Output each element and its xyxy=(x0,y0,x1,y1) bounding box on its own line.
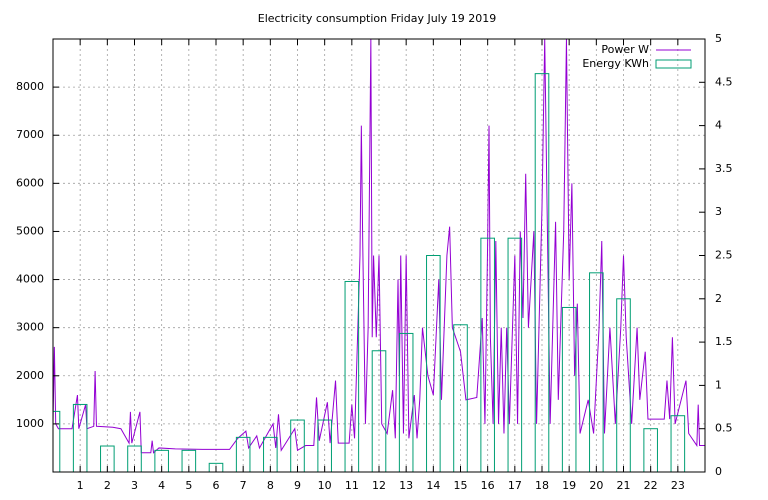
bar xyxy=(290,419,305,472)
bar xyxy=(480,237,495,472)
x-tick-label: 10 xyxy=(318,479,332,492)
y-tick-label: 1000 xyxy=(16,417,44,430)
x-tick-label: 1 xyxy=(77,479,84,492)
x-tick-label: 13 xyxy=(399,479,413,492)
x-tick-label: 17 xyxy=(508,479,522,492)
x-tick-label: 4 xyxy=(158,479,165,492)
bar xyxy=(181,449,197,472)
bar xyxy=(371,350,387,472)
bar xyxy=(398,332,414,472)
x-tick-label: 16 xyxy=(481,479,495,492)
bar xyxy=(317,419,332,472)
x-tick-label: 2 xyxy=(104,479,111,492)
y-tick-label: 8000 xyxy=(16,80,44,93)
x-tick-label: 21 xyxy=(617,479,631,492)
power-line xyxy=(53,39,705,454)
legend-label: Energy KWh xyxy=(582,57,649,70)
y2-tick-label: 1.5 xyxy=(715,335,733,348)
chart-title: Electricity consumption Friday July 19 2… xyxy=(258,12,496,25)
y2-tick-label: 4 xyxy=(715,119,722,132)
x-tick-label: 19 xyxy=(562,479,576,492)
x-tick-label: 5 xyxy=(185,479,192,492)
legend-label: Power W xyxy=(601,43,649,56)
y2-tick-label: 2 xyxy=(715,292,722,305)
axes: 1 2 3 4 5 6 7 8 9 10 11 12 13 14 15 16 17 18 19 20 21 22 23100… xyxy=(16,32,733,492)
y2-tick-label: 0.5 xyxy=(715,422,733,435)
plot-area xyxy=(53,39,705,472)
y2-tick-label: 3.5 xyxy=(715,162,733,175)
y2-tick-label: 2.5 xyxy=(715,249,733,262)
x-tick-label: 9 xyxy=(294,479,301,492)
bar xyxy=(507,237,523,472)
x-tick-label: 14 xyxy=(426,479,440,492)
x-tick-label: 12 xyxy=(372,479,386,492)
y2-tick-label: 5 xyxy=(715,32,722,45)
y2-tick-label: 1 xyxy=(715,378,722,391)
x-tick-label: 7 xyxy=(240,479,247,492)
y-tick-label: 5000 xyxy=(16,224,44,237)
bar xyxy=(426,255,441,472)
y-tick-label: 6000 xyxy=(16,176,44,189)
x-tick-label: 23 xyxy=(671,479,685,492)
legend-key xyxy=(655,59,692,69)
x-tick-label: 15 xyxy=(454,479,468,492)
x-tick-label: 3 xyxy=(131,479,138,492)
y2-tick-label: 3 xyxy=(715,205,722,218)
bar xyxy=(589,272,604,472)
bar xyxy=(344,280,360,472)
x-tick-label: 11 xyxy=(345,479,359,492)
bar xyxy=(53,410,61,472)
y2-tick-label: 0 xyxy=(715,465,722,478)
y-tick-label: 3000 xyxy=(16,321,44,334)
bar xyxy=(154,449,169,472)
y2-tick-label: 4.5 xyxy=(715,75,733,88)
x-tick-label: 6 xyxy=(213,479,220,492)
x-tick-label: 20 xyxy=(589,479,603,492)
x-tick-label: 22 xyxy=(644,479,658,492)
x-tick-label: 18 xyxy=(535,479,549,492)
x-tick-label: 8 xyxy=(267,479,274,492)
y-tick-label: 4000 xyxy=(16,273,44,286)
bar xyxy=(643,428,658,472)
y-tick-label: 2000 xyxy=(16,369,44,382)
bar xyxy=(453,324,468,472)
y-tick-label: 7000 xyxy=(16,128,44,141)
